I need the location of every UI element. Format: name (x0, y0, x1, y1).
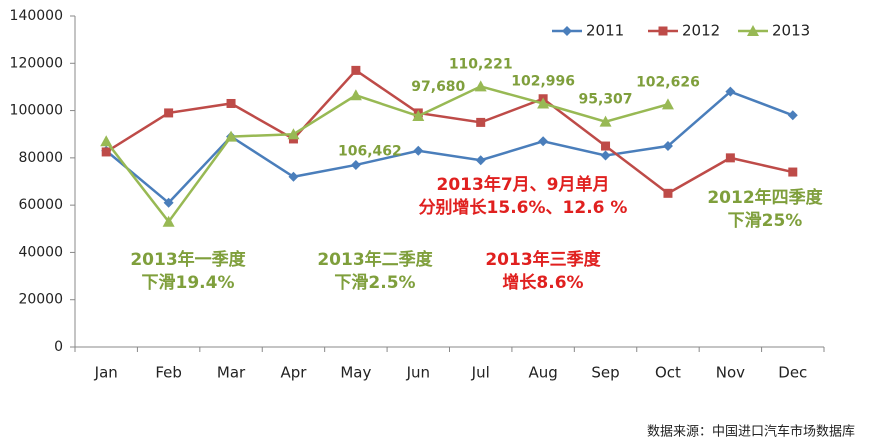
x-tick-label: Feb (155, 364, 182, 382)
annotation: 下滑25% (728, 211, 803, 231)
data-label: 102,996 (511, 73, 575, 89)
y-tick-label: 80000 (18, 150, 63, 166)
x-tick-label: Dec (778, 364, 807, 382)
data-point (225, 130, 238, 142)
data-point (351, 65, 361, 75)
legend-label: 2011 (586, 22, 624, 40)
data-point (537, 97, 550, 109)
annotation: 下滑2.5% (334, 273, 415, 293)
annotation: 2013年三季度 (485, 249, 601, 270)
data-point (476, 117, 486, 127)
x-tick-label: Aug (528, 364, 557, 382)
data-point (164, 108, 174, 118)
x-tick-label: May (340, 364, 371, 382)
data-point (787, 110, 798, 121)
data-point (163, 197, 174, 208)
data-point (162, 215, 175, 227)
data-point (474, 80, 487, 92)
data-label: 102,626 (636, 74, 700, 90)
data-point (349, 89, 362, 101)
data-point (725, 86, 736, 97)
data-point (663, 188, 673, 198)
x-tick-label: Apr (280, 364, 307, 382)
legend-marker (747, 25, 759, 36)
x-tick-label: Nov (716, 364, 745, 382)
legend-marker (562, 26, 572, 36)
x-tick-label: Oct (655, 364, 681, 382)
series-line (105, 90, 794, 205)
annotation: 2013年一季度 (130, 249, 246, 270)
series-line (105, 68, 794, 195)
data-point (350, 159, 361, 170)
y-tick-label: 0 (54, 339, 63, 355)
data-point (475, 155, 486, 166)
y-tick-label: 120000 (10, 55, 63, 71)
data-point (100, 135, 113, 147)
data-point (662, 141, 673, 152)
data-point (413, 145, 424, 156)
y-tick-label: 100000 (10, 103, 63, 119)
data-point (226, 98, 236, 108)
data-point (601, 141, 611, 151)
annotation: 增长8.6% (502, 272, 583, 293)
source-note: 数据来源：中国进口汽车市场数据库 (647, 424, 855, 440)
x-tick-label: Jul (471, 364, 490, 382)
data-point (287, 128, 300, 140)
y-tick-label: 140000 (10, 8, 63, 24)
data-label: 106,462 (338, 143, 402, 159)
data-label: 95,307 (579, 92, 633, 108)
y-tick-label: 20000 (18, 292, 63, 308)
annotation: 下滑19.4% (142, 273, 235, 293)
data-point (101, 147, 111, 157)
annotation: 2013年7月、9月单月 (437, 174, 610, 195)
legend-marker (658, 26, 668, 36)
data-label: 97,680 (411, 79, 465, 95)
data-point (599, 115, 612, 127)
x-tick-label: Jun (406, 364, 430, 382)
series-line (105, 85, 669, 224)
data-point (788, 167, 798, 177)
data-label: 110,221 (449, 56, 513, 72)
data-point (412, 110, 425, 122)
x-tick-label: Sep (591, 364, 619, 382)
annotation: 2013年二季度 (317, 249, 433, 270)
data-point (725, 153, 735, 163)
data-point (600, 150, 611, 161)
x-tick-label: Jan (94, 364, 118, 382)
annotation: 2012年四季度 (707, 187, 823, 208)
data-point (661, 98, 674, 110)
data-point (538, 136, 549, 147)
annotation: 分别增长15.6%、12.6 % (419, 197, 628, 218)
y-tick-label: 40000 (18, 244, 63, 260)
legend-label: 2012 (682, 22, 720, 40)
y-tick-label: 60000 (18, 197, 63, 213)
x-tick-label: Mar (217, 364, 246, 382)
data-point (288, 171, 299, 182)
legend-label: 2013 (772, 22, 810, 40)
